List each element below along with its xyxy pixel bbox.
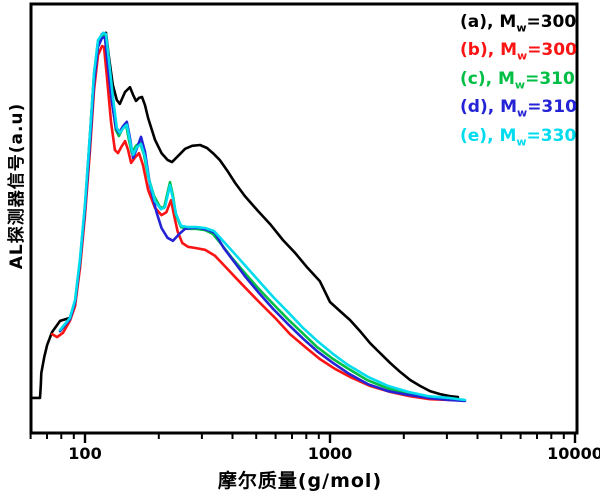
- legend-text: =310: [525, 68, 575, 89]
- curve-e: [58, 31, 467, 402]
- legend-text: (a), M: [460, 12, 517, 32]
- x-axis-ticks: [29, 434, 577, 443]
- legend-item-e: (e), Mw=330: [460, 125, 577, 153]
- y-axis-title: AL探测器信号(a.u): [7, 102, 27, 270]
- legend-subscript: w: [516, 134, 527, 148]
- legend-text: (e), M: [460, 125, 517, 146]
- legend-text: =310: [527, 97, 577, 118]
- legend-subscript: w: [516, 21, 527, 35]
- legend-text: =300: [526, 12, 577, 32]
- curve-d: [58, 35, 467, 403]
- x-tick-label-10000: 10000: [547, 444, 600, 463]
- legend-subscript: w: [517, 106, 528, 120]
- legend-item-d: (d), Mw=310: [460, 96, 577, 124]
- legend-item-c: (c), Mw=310: [460, 68, 577, 96]
- plot-border: [29, 2, 579, 435]
- curve-c: [58, 34, 460, 402]
- legend-text: =330: [526, 125, 577, 146]
- legend-text: (b), M: [460, 40, 518, 61]
- legend-text: =300: [527, 40, 577, 61]
- legend-text: (d), M: [460, 97, 518, 118]
- data-curves: [29, 31, 467, 403]
- x-tick-label-1000: 1000: [307, 444, 353, 463]
- legend-text: (c), M: [460, 68, 515, 89]
- legend-subscript: w: [517, 49, 528, 63]
- legend-subscript: w: [514, 78, 526, 92]
- x-tick-label-100: 100: [68, 444, 102, 463]
- legend-item-a: (a), Mw=300: [460, 11, 577, 39]
- x-axis-title: 摩尔质量(g/mol): [217, 470, 383, 492]
- legend: (a), Mw=300 (b), Mw=300 (c), Mw=310 (d), Mw…: [460, 11, 577, 153]
- legend-item-b: (b), Mw=300: [460, 39, 577, 67]
